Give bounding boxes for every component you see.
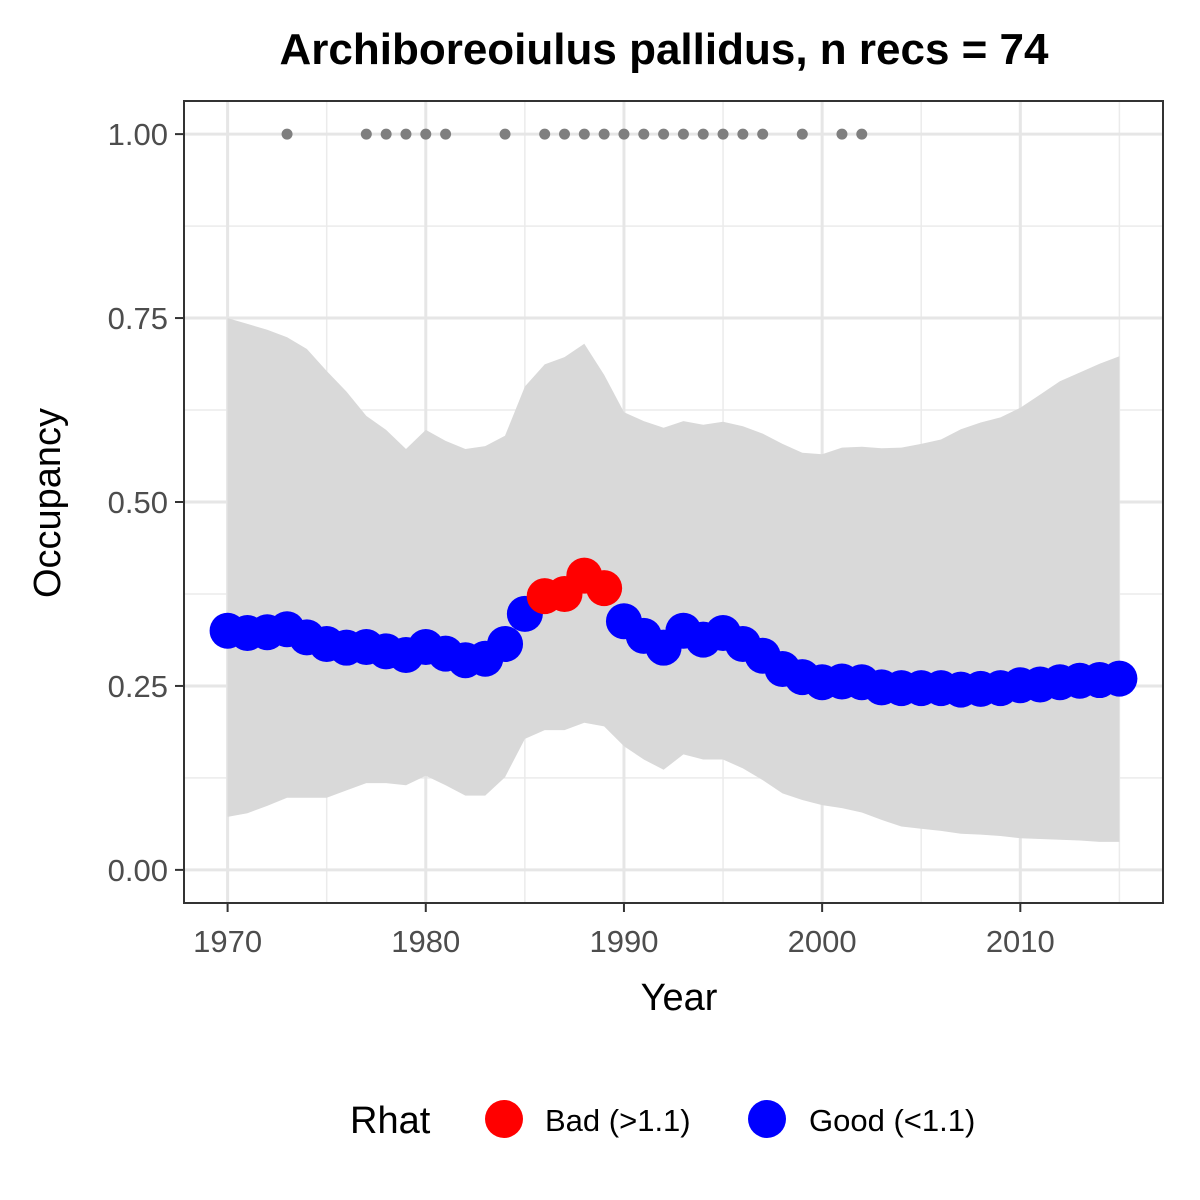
record-point (856, 128, 868, 140)
legend-key-good (748, 1100, 786, 1138)
record-point (677, 128, 689, 140)
legend-title: Rhat (350, 1100, 431, 1142)
occupancy-points (209, 557, 1138, 708)
y-axis-label: Occupancy (27, 408, 69, 598)
plot-panel (183, 100, 1164, 904)
legend: Rhat Bad (>1.1) Good (<1.1) (350, 1100, 975, 1142)
x-tick-label: 2000 (788, 924, 857, 959)
record-point (281, 128, 293, 140)
record-point (380, 128, 392, 140)
legend-label-good: Good (<1.1) (809, 1103, 975, 1138)
record-point (539, 128, 551, 140)
x-tick-label: 1970 (193, 924, 262, 959)
occupancy-point-2015 (1101, 660, 1138, 697)
record-point (400, 128, 412, 140)
legend-label-bad: Bad (>1.1) (545, 1103, 691, 1138)
y-tick-label: 0.25 (108, 669, 168, 704)
x-axis-label: Year (641, 977, 718, 1019)
chart-title: Archiboreoiulus pallidus, n recs = 74 (279, 25, 1049, 74)
record-point (499, 128, 511, 140)
confidence-ribbon (227, 318, 1120, 842)
x-tick-label: 1990 (589, 924, 658, 959)
record-point (360, 128, 372, 140)
record-point (559, 128, 571, 140)
occupancy-point-1989 (586, 570, 623, 607)
y-tick-label: 0.75 (108, 301, 168, 336)
y-axis: 0.00 0.25 0.50 0.75 1.00 (108, 117, 184, 888)
record-point (578, 128, 590, 140)
record-point (440, 128, 452, 140)
record-point (717, 128, 729, 140)
x-tick-label: 1980 (391, 924, 460, 959)
y-tick-label: 0.00 (108, 853, 168, 888)
record-point (658, 128, 670, 140)
record-point (737, 128, 749, 140)
x-axis: 1970 1980 1990 2000 2010 (193, 903, 1055, 959)
y-tick-label: 0.50 (108, 485, 168, 520)
record-point (697, 128, 709, 140)
record-point (420, 128, 432, 140)
record-point (796, 128, 808, 140)
x-tick-label: 2010 (986, 924, 1055, 959)
legend-key-bad (485, 1100, 523, 1138)
record-point (598, 128, 610, 140)
record-point (757, 128, 769, 140)
record-point (618, 128, 630, 140)
record-point (836, 128, 848, 140)
occupancy-point-1984 (487, 626, 524, 663)
record-points (281, 128, 868, 140)
record-point (638, 128, 650, 140)
y-tick-label: 1.00 (108, 117, 168, 152)
